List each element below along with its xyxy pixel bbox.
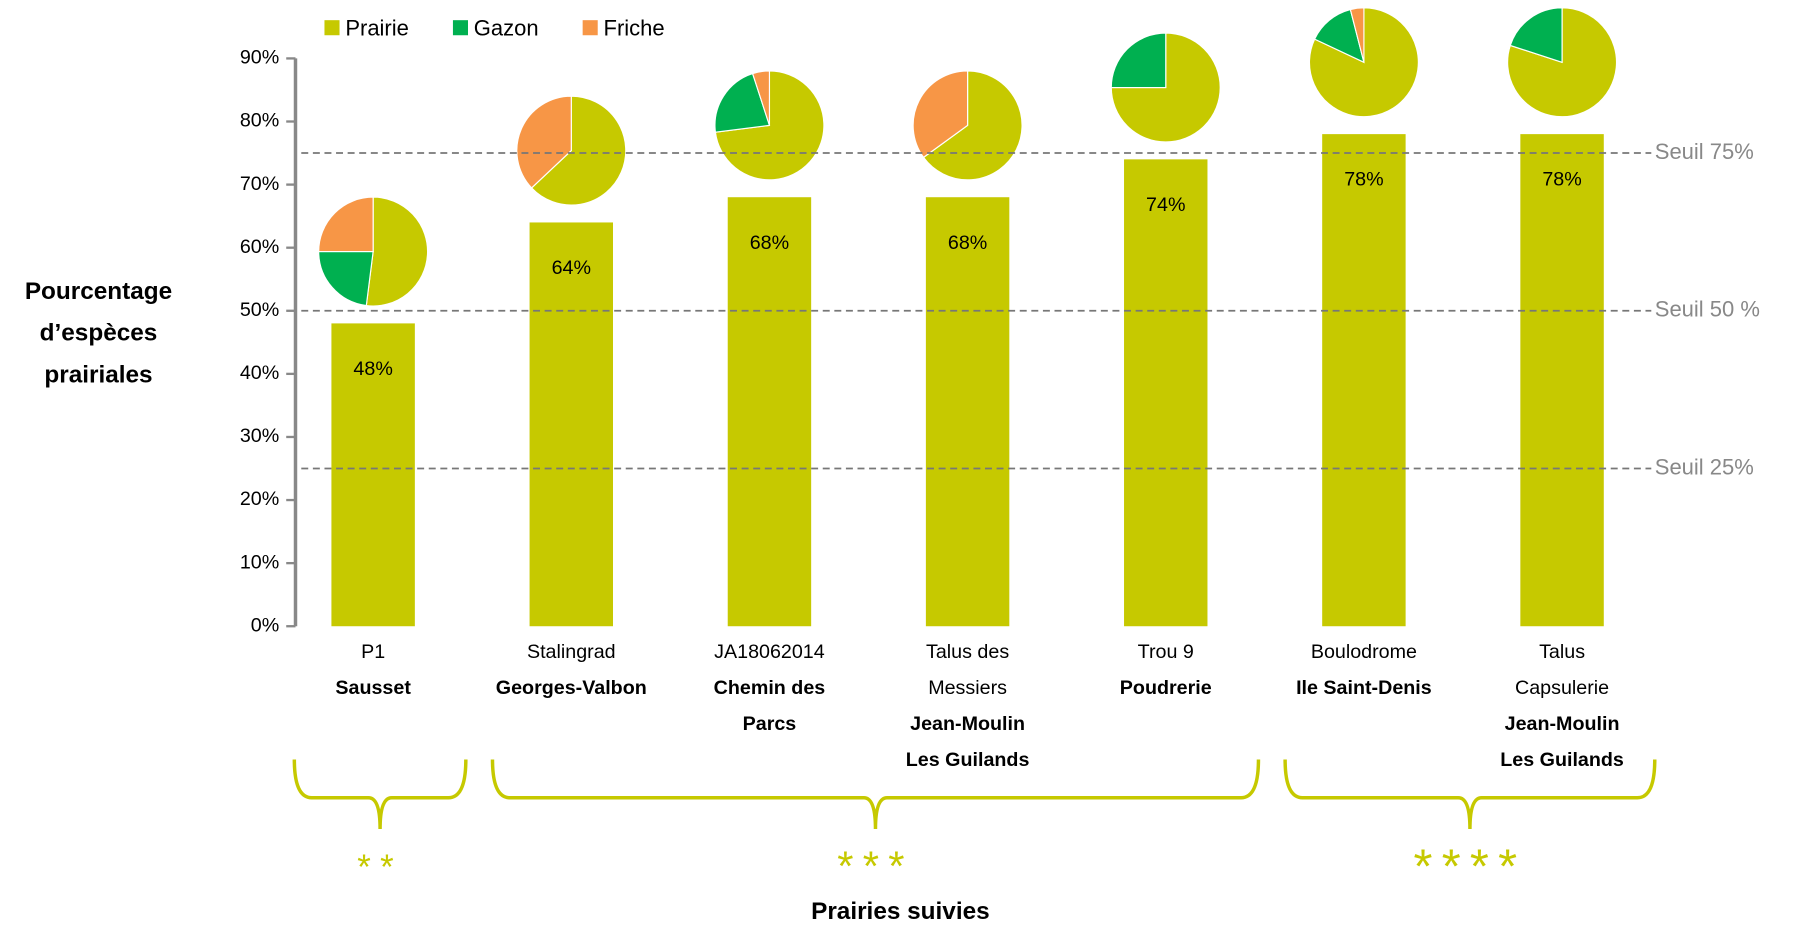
threshold-label: Seuil 25% <box>1655 454 1754 479</box>
pie-slice <box>365 196 429 307</box>
group-bracket <box>490 759 1261 830</box>
y-tick-label: 40% <box>240 362 279 384</box>
group-stars: *** <box>837 843 914 890</box>
bar <box>529 222 614 627</box>
site-label: Jean-Moulin <box>910 713 1025 735</box>
site-label: Georges-Valbon <box>496 677 647 699</box>
y-tick-label: 20% <box>240 488 279 510</box>
pie-slice <box>1509 7 1563 64</box>
x-tick-label: Stalingrad <box>527 641 616 663</box>
group-bracket <box>292 759 468 830</box>
group-bracket <box>1283 759 1657 830</box>
legend-label: Friche <box>604 15 665 40</box>
pie-slice <box>1349 7 1365 63</box>
y-tick-label: 50% <box>240 299 279 321</box>
pie-slice <box>318 196 374 253</box>
site-label: Ile Saint-Denis <box>1296 677 1432 699</box>
site-label: Parcs <box>743 713 797 735</box>
value-label: 78% <box>1344 169 1383 191</box>
site-label: Les Guilands <box>1500 749 1624 771</box>
site-label: Les Guilands <box>906 749 1030 771</box>
y-axis-label: d’espèces <box>40 320 158 347</box>
legend-label: Prairie <box>345 15 409 40</box>
bar <box>727 197 812 627</box>
y-tick-label: 10% <box>240 551 279 573</box>
x-tick-label: Boulodrome <box>1311 641 1417 663</box>
legend-swatch <box>324 20 340 36</box>
bar <box>1322 134 1406 627</box>
value-label: 78% <box>1542 169 1581 191</box>
pie-slice <box>1110 32 1167 89</box>
legend-swatch <box>582 20 598 36</box>
value-label: 68% <box>948 232 987 254</box>
pie-slice <box>516 95 572 189</box>
group-stars: ** <box>357 849 403 887</box>
site-label: Poudrerie <box>1120 677 1212 699</box>
y-axis-label: prairiales <box>44 361 152 388</box>
pie-slice <box>714 72 771 133</box>
value-label: 74% <box>1146 194 1185 216</box>
bar <box>1124 159 1208 627</box>
y-tick-label: 90% <box>240 47 279 69</box>
x-tick-label: Talus <box>1539 641 1585 663</box>
threshold-label: Seuil 75% <box>1655 139 1754 164</box>
pie-slice <box>530 95 627 206</box>
bar <box>925 197 1010 627</box>
x-tick-label: P1 <box>361 641 385 663</box>
value-label: 64% <box>552 257 591 279</box>
pie-slice <box>318 250 374 307</box>
legend-swatch <box>452 20 468 36</box>
group-stars: **** <box>1414 839 1527 893</box>
y-tick-label: 70% <box>240 173 279 195</box>
y-tick-label: 60% <box>240 236 279 258</box>
y-tick-label: 30% <box>240 425 279 447</box>
x-tick-label: Trou 9 <box>1138 641 1194 663</box>
legend-label: Gazon <box>474 15 539 40</box>
x-axis-label: Prairies suivies <box>811 898 990 925</box>
bar <box>331 323 415 627</box>
x-tick-label: Talus des <box>926 641 1009 663</box>
value-label: 68% <box>750 232 789 254</box>
pie-slice <box>751 70 771 126</box>
y-axis-label: Pourcentage <box>25 278 172 305</box>
site-label: Jean-Moulin <box>1505 713 1620 735</box>
site-label: Chemin des <box>714 677 826 699</box>
pie-slice <box>912 70 969 159</box>
value-label: 48% <box>353 358 392 380</box>
y-tick-label: 0% <box>251 614 279 636</box>
threshold-label: Seuil 50 % <box>1655 297 1760 322</box>
y-tick-label: 80% <box>240 110 279 132</box>
site-label: Sausset <box>335 677 411 699</box>
x-tick-label: Messiers <box>928 677 1007 699</box>
bar <box>1520 134 1604 627</box>
x-tick-label: Capsulerie <box>1515 677 1609 699</box>
x-tick-label: JA18062014 <box>714 641 825 663</box>
